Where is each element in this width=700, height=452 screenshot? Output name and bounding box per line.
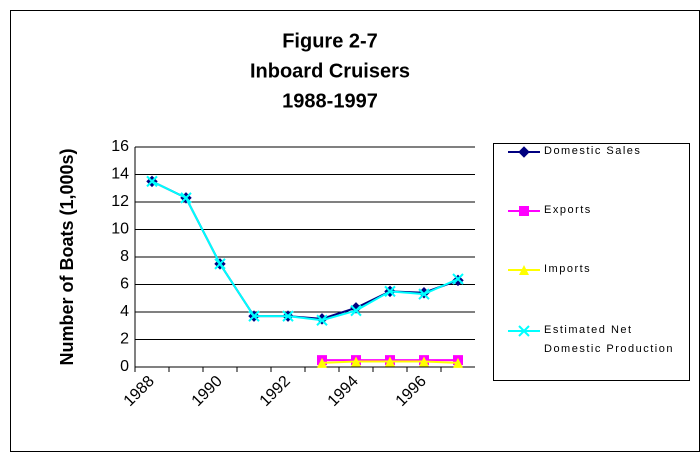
y-tick-label: 0: [120, 358, 129, 375]
legend-label-box: Estimated Net Domestic Production: [544, 324, 674, 355]
marker: [384, 285, 396, 298]
marker: [214, 258, 226, 270]
y-tick-label: 10: [111, 221, 129, 238]
marker: [518, 146, 530, 158]
marker: [452, 273, 464, 285]
y-tick-label: 12: [111, 193, 129, 210]
marker: [419, 356, 429, 367]
marker: [146, 175, 158, 188]
marker: [453, 357, 463, 368]
chart-title: Figure 2-7: [282, 30, 378, 52]
marker: [317, 357, 327, 368]
legend-box: [493, 143, 690, 381]
y-tick-label: 2: [120, 331, 129, 348]
y-tick-label: 16: [111, 138, 129, 155]
y-tick-label: 14: [111, 166, 129, 183]
marker: [519, 206, 529, 216]
legend-label-box: Exports: [544, 204, 592, 216]
legend-label: Exports: [544, 204, 592, 216]
marker: [385, 356, 395, 367]
legend-label-box: Domestic Sales: [544, 145, 642, 157]
marker: [248, 310, 260, 322]
y-tick-label: 6: [120, 276, 129, 293]
marker: [180, 192, 192, 204]
chart-title: Inboard Cruisers: [250, 60, 410, 82]
legend-label: Estimated Net Domestic Production: [544, 324, 674, 355]
y-tick-label: 8: [120, 248, 129, 265]
marker: [316, 314, 328, 326]
marker: [518, 325, 530, 337]
marker: [350, 304, 362, 317]
marker: [519, 265, 529, 275]
legend-label: Imports: [544, 263, 592, 275]
chart-title: 1988-1997: [282, 90, 378, 112]
marker: [418, 288, 430, 300]
legend-label-box: Imports: [544, 263, 592, 275]
series-line: [151, 180, 459, 322]
legend-label: Domestic Sales: [544, 145, 642, 157]
y-axis-label: Number of Boats (1,000s): [57, 148, 77, 365]
marker: [351, 356, 361, 367]
y-tick-label: 4: [120, 303, 129, 320]
marker: [282, 310, 294, 322]
